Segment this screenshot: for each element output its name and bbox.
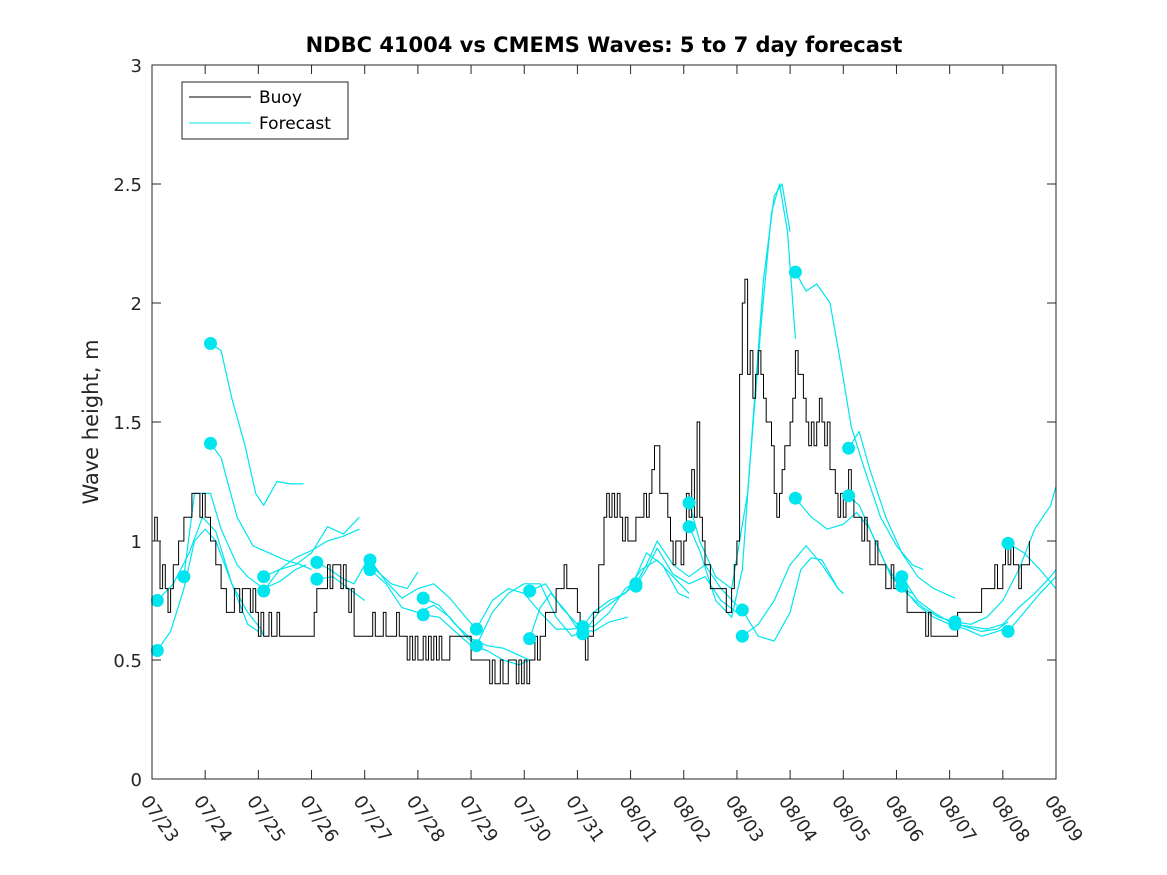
legend-buoy-label: Buoy <box>259 88 302 108</box>
forecast-start-markers <box>150 265 1015 657</box>
legend-box <box>181 81 349 140</box>
forecast-start-marker <box>363 553 377 567</box>
forecast-start-marker <box>948 617 962 631</box>
forecast-start-marker <box>576 627 590 641</box>
forecast-line <box>635 540 738 606</box>
forecast-start-marker <box>469 639 483 653</box>
forecast-line <box>263 528 360 592</box>
forecast-line <box>316 561 419 590</box>
y-axis-ticks: 0 0.5 1 1.5 2 2.5 3 <box>113 56 1056 791</box>
forecast-start-marker <box>150 594 164 607</box>
forecast-line <box>635 547 738 613</box>
forecast-start-marker <box>788 491 802 505</box>
forecast-start-marker <box>735 629 749 643</box>
forecast-start-marker <box>523 584 537 598</box>
forecast-line <box>369 559 477 630</box>
forecast-start-marker <box>363 563 377 577</box>
y-axis-label: Wave height, m <box>79 339 103 504</box>
forecast-start-marker <box>1001 624 1015 638</box>
forecast-start-marker <box>204 436 217 450</box>
y-tick-label: 2.5 <box>113 175 142 196</box>
forecast-line <box>210 343 304 506</box>
chart-title: NDBC 41004 vs CMEMS Waves: 5 to 7 day fo… <box>306 33 903 57</box>
forecast-line <box>529 592 629 639</box>
forecast-start-marker <box>523 632 537 646</box>
y-tick-label: 2 <box>131 294 142 315</box>
forecast-start-marker <box>682 496 696 510</box>
forecast-start-marker <box>310 555 324 569</box>
y-tick-label: 0 <box>131 770 142 791</box>
forecast-line <box>1007 576 1057 632</box>
forecast-line <box>582 552 690 635</box>
forecast-start-marker <box>788 265 802 279</box>
forecast-line <box>1007 542 1057 589</box>
forecast-line <box>848 430 956 599</box>
forecast-start-marker <box>469 622 483 636</box>
forecast-line <box>794 497 913 594</box>
forecast-start-marker <box>735 603 749 617</box>
forecast-start-marker <box>682 520 696 534</box>
y-tick-label: 1.5 <box>113 413 142 434</box>
forecast-start-marker <box>629 579 643 593</box>
forecast-start-marker <box>1001 536 1015 550</box>
forecast-start-marker <box>842 441 856 455</box>
forecast-start-marker <box>204 337 217 350</box>
forecast-start-marker <box>416 608 430 622</box>
forecast-line <box>741 545 844 637</box>
forecast-start-marker <box>895 579 909 593</box>
forecast-start-marker <box>177 570 191 584</box>
forecast-start-marker <box>416 591 430 605</box>
forecast-line <box>369 569 477 647</box>
forecast-start-marker <box>150 644 164 657</box>
forecast-start-marker <box>895 570 909 584</box>
y-tick-label: 1 <box>131 532 142 553</box>
legend-forecast-label: Forecast <box>259 114 331 134</box>
forecast-line <box>954 486 1057 625</box>
forecast-start-marker <box>310 572 324 586</box>
forecast-line <box>475 587 583 630</box>
forecast-line <box>688 183 791 618</box>
forecast-line <box>475 583 583 646</box>
forecast-start-marker <box>842 489 856 503</box>
y-tick-label: 3 <box>131 56 142 77</box>
forecast-start-marker <box>257 584 271 598</box>
legend: Buoy Forecast <box>181 81 349 140</box>
forecast-line <box>210 443 312 571</box>
y-tick-label: 0.5 <box>113 651 142 672</box>
forecast-start-marker <box>257 570 271 584</box>
plot-area <box>152 65 1056 779</box>
forecast-line <box>741 557 844 642</box>
